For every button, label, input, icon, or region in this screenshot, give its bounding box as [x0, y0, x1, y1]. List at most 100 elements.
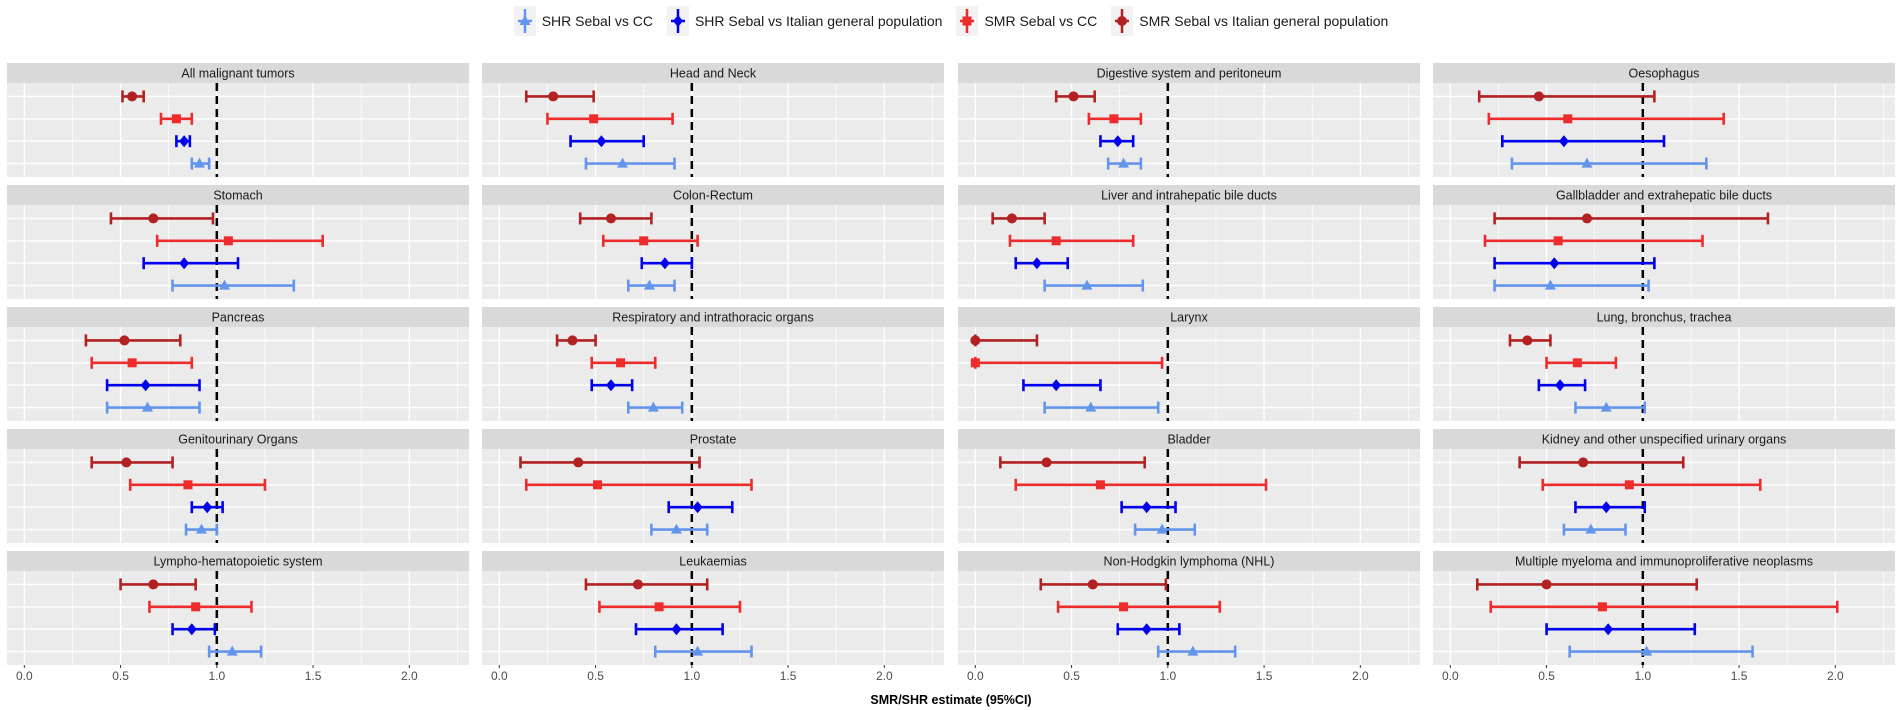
x-tick-label: 0.0 — [967, 669, 984, 683]
estimate-shr_it — [1116, 623, 1181, 636]
panel-background — [1433, 571, 1895, 665]
point-estimate — [1006, 213, 1017, 224]
panel-background — [482, 571, 944, 665]
x-tick-label: 1.0 — [208, 669, 225, 683]
facet-panel: Colon-Rectum — [482, 185, 944, 299]
point-estimate — [605, 379, 616, 392]
facet-title: Non-Hodgkin lymphoma (NHL) — [1104, 555, 1275, 569]
estimate-smr_it — [119, 578, 197, 591]
point-estimate — [148, 213, 159, 224]
x-tick-label: 0.0 — [1442, 669, 1459, 683]
legend-key-triangle-icon — [513, 6, 536, 36]
point-estimate — [148, 579, 159, 590]
estimate-smr_it — [84, 334, 182, 347]
facet-panel: Digestive system and peritoneum — [958, 63, 1420, 177]
facet-panel: Multiple myeloma and immunoproliferative… — [1433, 551, 1895, 683]
panel-background — [482, 449, 944, 543]
x-tick-label: 0.5 — [587, 669, 604, 683]
facet-title: Multiple myeloma and immunoproliferative… — [1515, 555, 1813, 569]
facet-panel: All malignant tumors — [7, 63, 469, 177]
estimate-shr_it — [175, 135, 192, 148]
point-estimate — [1187, 645, 1199, 656]
estimate-shr_cc — [650, 523, 709, 536]
estimate-shr_it — [1545, 623, 1697, 636]
facet-title: Oesophagus — [1629, 67, 1700, 81]
legend-key-marker — [672, 15, 683, 27]
legend-key-glyph — [517, 9, 532, 33]
estimate-shr_it — [1022, 379, 1102, 392]
x-tick-label: 2.0 — [401, 669, 418, 683]
point-estimate — [195, 523, 207, 534]
point-estimate — [1533, 91, 1544, 102]
point-estimate — [617, 157, 629, 168]
point-estimate — [639, 236, 649, 246]
facet-strip — [7, 63, 469, 83]
point-estimate — [1522, 335, 1533, 346]
facet-title: Digestive system and peritoneum — [1097, 67, 1282, 81]
panel-background — [1433, 205, 1895, 299]
point-estimate — [127, 91, 138, 102]
panel-background — [7, 205, 469, 299]
panel-background — [482, 327, 944, 421]
estimate-shr_cc — [105, 401, 201, 414]
estimate-shr_it — [105, 379, 201, 392]
x-tick-label: 0.5 — [1063, 669, 1080, 683]
estimate-shr_cc — [1574, 401, 1647, 414]
facet-panel: Larynx — [958, 307, 1420, 421]
facet-title: Pancreas — [212, 311, 265, 325]
point-estimate — [692, 501, 703, 514]
point-estimate — [1087, 579, 1098, 590]
panel-background — [482, 83, 944, 177]
facet-strip — [482, 551, 944, 571]
facet-strip — [482, 307, 944, 327]
panel-background — [1433, 83, 1895, 177]
estimate-smr_cc — [1056, 600, 1222, 613]
point-estimate — [643, 279, 655, 290]
facet-panel: Gallbladder and extrahepatic bile ducts — [1433, 185, 1895, 299]
panel-background — [7, 449, 469, 543]
estimate-smr_cc — [1014, 478, 1268, 491]
x-tick-label: 1.5 — [305, 669, 322, 683]
point-estimate — [1068, 91, 1079, 102]
estimate-smr_cc — [524, 478, 753, 491]
estimate-smr_it — [90, 456, 174, 469]
point-estimate — [1051, 379, 1062, 392]
estimate-shr_it — [1014, 257, 1070, 270]
point-estimate — [1095, 480, 1105, 490]
point-estimate — [1156, 523, 1168, 534]
estimate-shr_cc — [184, 523, 219, 536]
point-estimate — [1141, 501, 1152, 514]
facet-panel: Liver and intrahepatic bile ducts — [958, 185, 1420, 299]
facet-title: Lung, bronchus, trachea — [1597, 311, 1732, 325]
point-estimate — [226, 645, 238, 656]
legend-item-shr-cc: SHR Sebal vs CC — [513, 6, 653, 36]
estimate-shr_cc — [1510, 157, 1708, 170]
legend-label: SHR Sebal vs Italian general population — [694, 13, 943, 29]
facet-title: All malignant tumors — [181, 67, 294, 81]
estimate-shr_cc — [190, 157, 211, 170]
estimate-smr_cc — [970, 356, 1164, 369]
estimate-smr_it — [584, 578, 709, 591]
estimate-shr_it — [667, 501, 734, 514]
facet-strip — [1433, 63, 1895, 83]
legend-key-diamond-icon — [666, 6, 689, 36]
facet-strip — [958, 551, 1420, 571]
point-estimate — [1555, 379, 1566, 392]
point-estimate — [970, 335, 981, 346]
estimate-shr_cc — [653, 645, 753, 658]
facet-panel: Genitourinary Organs — [7, 429, 469, 543]
point-estimate — [119, 335, 130, 346]
facet-title: Gallbladder and extrahepatic bile ducts — [1556, 189, 1772, 203]
facet-strip — [7, 551, 469, 571]
point-estimate — [970, 358, 980, 368]
point-estimate — [632, 579, 643, 590]
point-estimate — [179, 257, 190, 270]
x-tick-label: 1.0 — [1634, 669, 1651, 683]
point-estimate — [1585, 523, 1597, 534]
point-estimate — [1601, 501, 1612, 514]
facet-strip — [1433, 307, 1895, 327]
estimate-smr_it — [1518, 456, 1685, 469]
x-tick-label: 0.5 — [112, 669, 129, 683]
facet-panel: Pancreas — [7, 307, 469, 421]
estimate-smr_cc — [148, 600, 253, 613]
